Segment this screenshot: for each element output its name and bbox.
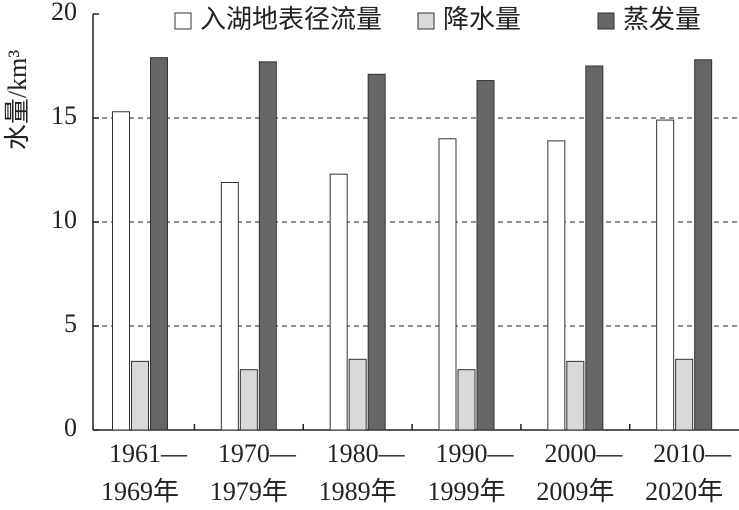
bar: [112, 111, 130, 431]
legend-label: 蒸发量: [623, 5, 701, 34]
legend-label: 入湖地表径流量: [200, 5, 382, 34]
x-tick-label: 1999年: [427, 477, 505, 506]
y-tick-label: 5: [64, 309, 77, 338]
bar: [258, 61, 277, 431]
x-tick-label: 2009年: [536, 477, 614, 506]
bar: [656, 119, 675, 431]
x-tick-label: 1980—: [327, 439, 406, 468]
legend-swatch: [597, 12, 615, 30]
bar: [675, 358, 694, 431]
bar: [367, 73, 386, 431]
bar: [239, 369, 258, 431]
bar: [694, 59, 713, 431]
bar: [438, 138, 457, 431]
y-tick-label: 0: [64, 413, 77, 442]
bar: [150, 57, 168, 431]
y-tick-label: 10: [51, 205, 77, 234]
bar: [547, 140, 566, 431]
x-tick-label: 1961—: [109, 439, 188, 468]
bar: [220, 181, 239, 431]
legend-label: 降水量: [443, 5, 521, 34]
x-tick-label: 2020年: [645, 477, 723, 506]
bar: [348, 358, 367, 431]
x-tick-label: 1979年: [210, 477, 288, 506]
x-tick-label: 1990—: [436, 439, 515, 468]
bar: [329, 173, 348, 431]
y-axis-label: 水量/km³: [3, 50, 32, 150]
bar: [131, 360, 149, 431]
legend-swatch: [417, 12, 435, 30]
y-tick-label: 15: [51, 101, 77, 130]
bar: [585, 65, 604, 431]
x-tick-label: 2000—: [544, 439, 623, 468]
y-tick-label: 20: [51, 0, 77, 26]
x-tick-label: 1970—: [218, 439, 297, 468]
x-tick-label: 2010—: [653, 439, 732, 468]
bar: [566, 360, 585, 431]
x-tick-label: 1989年: [319, 477, 397, 506]
legend-swatch: [174, 12, 192, 30]
x-tick-label: 1969年: [101, 477, 179, 506]
bar: [476, 80, 495, 431]
bar: [457, 369, 476, 431]
